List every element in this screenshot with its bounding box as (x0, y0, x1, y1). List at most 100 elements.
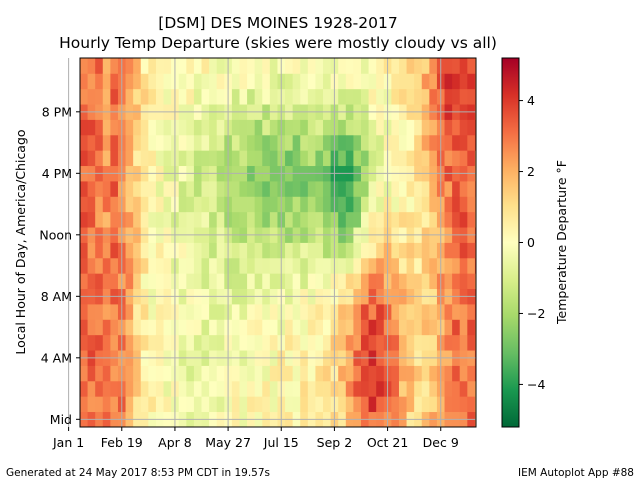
heatmap-cell (110, 196, 119, 213)
heatmap-cell (345, 319, 354, 336)
heatmap-cell (361, 58, 369, 74)
heatmap-cell (110, 58, 119, 74)
heatmap-cell (307, 396, 316, 413)
heatmap-cell (292, 150, 301, 167)
heatmap-cell (376, 134, 385, 151)
heatmap-cell (262, 58, 271, 74)
heatmap-cell (209, 196, 218, 213)
heatmap-cell (262, 88, 271, 105)
heatmap-cell (247, 334, 256, 351)
heatmap-cell (201, 211, 210, 228)
heatmap-cell (178, 150, 187, 167)
heatmap-cell (216, 242, 225, 259)
heatmap-cell (140, 211, 149, 228)
heatmap-cell (186, 380, 195, 397)
heatmap-cell (285, 119, 294, 136)
heatmap-cell (155, 334, 164, 351)
colorbar-tick-label: −4 (527, 377, 545, 392)
heatmap-cell (110, 396, 119, 413)
heatmap-cell (315, 304, 324, 320)
heatmap-cell (398, 380, 407, 397)
heatmap-cell (391, 150, 400, 167)
heatmap-cell (216, 150, 225, 167)
heatmap-cell (133, 242, 142, 259)
heatmap-cell (193, 58, 202, 74)
heatmap-cell (376, 319, 385, 336)
heatmap-cell (285, 257, 294, 274)
heatmap-cell (376, 73, 385, 90)
heatmap-cell (421, 257, 430, 274)
heatmap-cell (186, 396, 195, 413)
heatmap-cell (307, 58, 316, 74)
heatmap-cell (193, 380, 202, 397)
heatmap-cell (102, 181, 111, 197)
heatmap-cell (155, 242, 164, 259)
heatmap-cell (178, 211, 187, 228)
heatmap-cell (421, 211, 430, 228)
heatmap-cell (262, 196, 271, 213)
heatmap-cell (186, 134, 195, 151)
heatmap-cell (80, 334, 88, 351)
heatmap-cell (178, 334, 187, 351)
heatmap-cell (285, 88, 294, 105)
heatmap-cell (315, 334, 324, 351)
heatmap-cell (444, 58, 453, 74)
heatmap-cell (95, 242, 104, 259)
heatmap-cell (102, 273, 111, 290)
heatmap-cell (467, 134, 476, 151)
heatmap-cell (444, 304, 453, 320)
heatmap-cell (239, 211, 248, 228)
heatmap-cell (95, 181, 104, 197)
heatmap-cell (285, 196, 294, 213)
heatmap-cell (125, 150, 134, 167)
heatmap-cell (391, 196, 400, 213)
heatmap-cell (353, 134, 362, 151)
heatmap-cell (338, 181, 347, 197)
heatmap-cell (239, 242, 248, 259)
heatmap-cell (110, 380, 119, 397)
heatmap-cell (231, 58, 240, 74)
y-tick-label: 8 PM (42, 104, 72, 119)
heatmap-cell (163, 334, 172, 351)
heatmap-cell (414, 319, 423, 336)
heatmap-cell (269, 211, 278, 228)
heatmap-cell (193, 196, 202, 213)
heatmap-cell (459, 304, 468, 320)
heatmap-cell (178, 58, 187, 74)
heatmap-cell (133, 365, 142, 382)
heatmap-cell (140, 304, 149, 320)
heatmap-cell (155, 319, 164, 336)
heatmap-cell (467, 365, 476, 382)
heatmap-cell (193, 273, 202, 290)
heatmap-cell (307, 257, 316, 274)
heatmap-cell (307, 365, 316, 382)
heatmap-cell (444, 396, 453, 413)
heatmap-cell (414, 396, 423, 413)
heatmap-cell (338, 396, 347, 413)
heatmap-cell (209, 211, 218, 228)
heatmap-cell (140, 242, 149, 259)
heatmap-cell (178, 134, 187, 151)
heatmap-cell (444, 73, 453, 90)
heatmap-cell (459, 273, 468, 290)
heatmap-cell (292, 211, 301, 228)
heatmap-cell (307, 334, 316, 351)
heatmap-cell (95, 319, 104, 336)
heatmap-cell (163, 150, 172, 167)
heatmap-cell (285, 181, 294, 197)
heatmap-cell (148, 304, 157, 320)
heatmap-cell (163, 181, 172, 197)
heatmap-cell (292, 119, 301, 136)
heatmap-cell (398, 365, 407, 382)
heatmap-cell (110, 211, 119, 228)
heatmap-cell (307, 150, 316, 167)
heatmap-cell (353, 119, 362, 136)
heatmap-cell (231, 119, 240, 136)
heatmap-cell (80, 380, 88, 397)
heatmap-cell (269, 73, 278, 90)
heatmap-cell (307, 380, 316, 397)
heatmap-cell (201, 73, 210, 90)
heatmap-cell (459, 380, 468, 397)
heatmap-cell (444, 181, 453, 197)
heatmap-cell (345, 242, 354, 259)
